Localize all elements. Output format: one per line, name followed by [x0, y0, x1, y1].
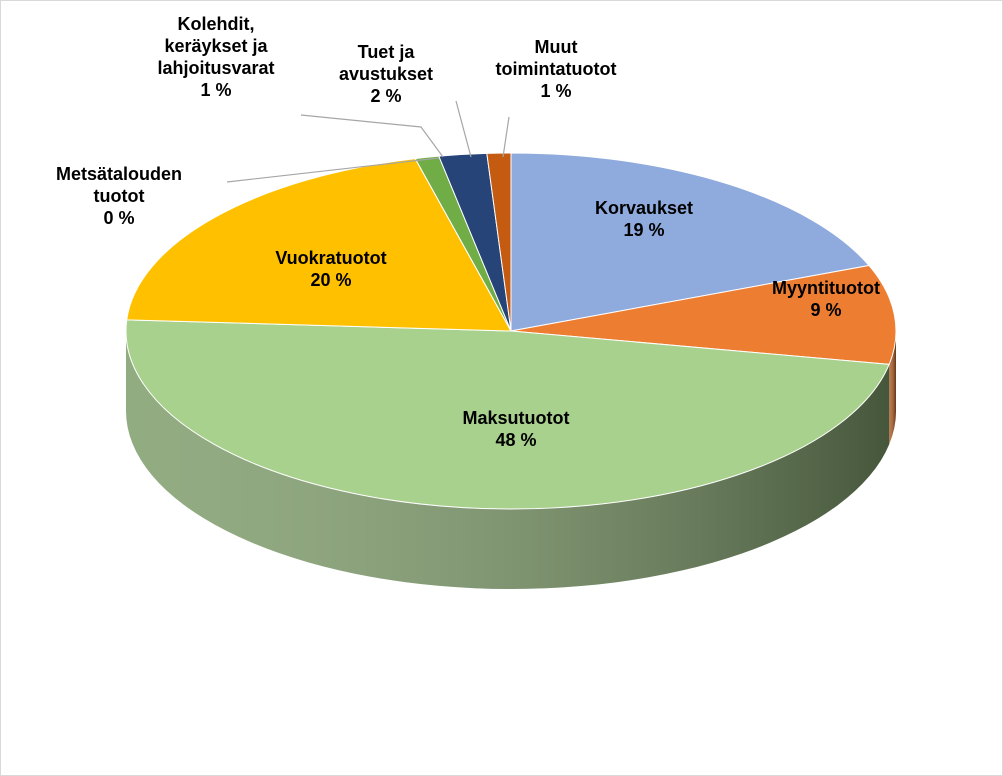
- data-label: Maksutuotot 48 %: [446, 407, 586, 451]
- category-label: Myyntituotot: [772, 278, 880, 298]
- sides: [126, 331, 896, 589]
- value-label: 48 %: [495, 430, 537, 450]
- side-shade: [126, 331, 890, 589]
- leader-line: [502, 116, 510, 158]
- side-shade: [889, 331, 896, 445]
- data-label: Myyntituotot 9 %: [751, 277, 901, 321]
- category-label: Vuokratuotot: [275, 248, 387, 268]
- slice: [125, 319, 890, 510]
- value-label: 19 %: [623, 220, 665, 240]
- category-label: Kolehdit, keräykset ja lahjoitusvarat: [157, 14, 275, 78]
- slice: [510, 152, 870, 332]
- category-label: Tuet ja avustukset: [338, 42, 434, 84]
- value-label: 1 %: [200, 80, 232, 100]
- value-label: 20 %: [310, 270, 352, 290]
- leader-line: [226, 157, 440, 183]
- data-label: Tuet ja avustukset 2 %: [331, 41, 441, 107]
- category-label: Metsätalouden tuotot: [55, 164, 183, 206]
- data-label: Korvaukset 19 %: [574, 197, 714, 241]
- leader-line: [300, 114, 444, 158]
- leader-line: [455, 100, 472, 158]
- value-label: 1 %: [540, 81, 572, 101]
- category-label: Korvaukset: [594, 198, 694, 218]
- value-label: 9 %: [810, 300, 842, 320]
- value-label: 0 %: [103, 208, 135, 228]
- data-label: Metsätalouden tuotot 0 %: [44, 163, 194, 229]
- slice: [486, 152, 512, 332]
- category-label: Maksutuotot: [462, 408, 570, 428]
- data-label: Kolehdit, keräykset ja lahjoitusvarat 1 %: [141, 13, 291, 101]
- category-label: Muut toimintatuotot: [495, 37, 617, 79]
- tops: [125, 152, 897, 510]
- slice: [510, 264, 897, 365]
- value-label: 2 %: [370, 86, 402, 106]
- data-label: Muut toimintatuotot 1 %: [481, 36, 631, 102]
- data-label: Vuokratuotot 20 %: [256, 247, 406, 291]
